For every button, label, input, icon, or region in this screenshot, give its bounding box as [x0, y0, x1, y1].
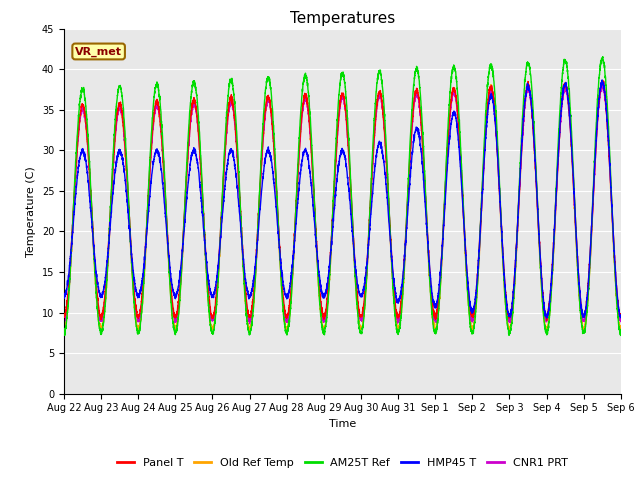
Legend: Panel T, Old Ref Temp, AM25T Ref, HMP45 T, CNR1 PRT: Panel T, Old Ref Temp, AM25T Ref, HMP45 … — [113, 454, 572, 473]
Text: VR_met: VR_met — [75, 47, 122, 57]
Y-axis label: Temperature (C): Temperature (C) — [26, 166, 36, 257]
X-axis label: Time: Time — [329, 419, 356, 429]
Title: Temperatures: Temperatures — [290, 11, 395, 26]
